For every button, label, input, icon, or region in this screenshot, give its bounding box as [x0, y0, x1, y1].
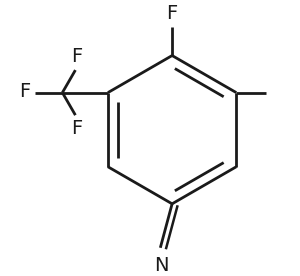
Text: F: F: [19, 82, 30, 101]
Text: F: F: [71, 47, 82, 66]
Text: F: F: [167, 4, 178, 23]
Text: N: N: [154, 256, 169, 275]
Text: F: F: [71, 119, 82, 138]
